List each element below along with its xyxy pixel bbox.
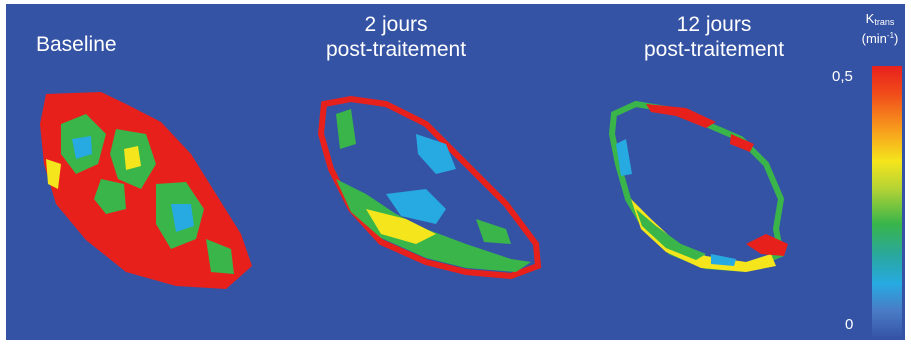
colorbar-unit: (min (861, 31, 887, 46)
perfusion-maps (40, 92, 788, 289)
panel-title-line: 2 jours (364, 13, 428, 36)
panel-title-day2: 2 jours post-traitement (306, 12, 486, 62)
ktrans-figure: Baseline 2 jours post-traitement 12 jour… (6, 4, 905, 340)
panel-title-day12: 12 jours post-traitement (614, 12, 814, 62)
colorbar-symbol: K (865, 11, 875, 26)
panel-title-line: post-traitement (643, 38, 785, 61)
colorbar-scale (872, 66, 902, 338)
colorbar-symbol-subscript: trans (874, 17, 895, 27)
colorbar-unit-exponent: -1 (886, 31, 895, 40)
panel-title-line: Baseline (36, 33, 117, 56)
colorbar-max-label: 0,5 (832, 68, 853, 85)
colorbar-unit-close: ) (894, 31, 899, 46)
panel-title-line: 12 jours (676, 13, 752, 36)
colorbar-min-label: 0 (845, 316, 854, 333)
day12-map (608, 100, 788, 273)
baseline-map (40, 92, 252, 289)
colorbar-title: Ktrans (min-1) (852, 12, 905, 46)
day2-map (317, 95, 542, 280)
panel-title-line: post-traitement (325, 38, 467, 61)
panel-title-baseline: Baseline (36, 32, 117, 57)
